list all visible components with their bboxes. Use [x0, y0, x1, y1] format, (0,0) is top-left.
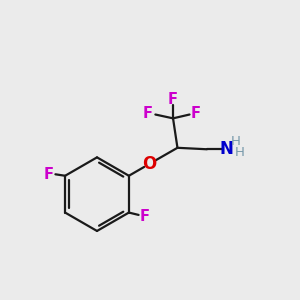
Text: F: F — [140, 209, 150, 224]
Text: N: N — [220, 140, 234, 158]
Text: H: H — [235, 146, 245, 159]
Text: F: F — [44, 167, 54, 182]
Text: F: F — [143, 106, 153, 121]
Text: O: O — [142, 155, 157, 173]
Text: H: H — [231, 134, 241, 148]
Text: F: F — [168, 92, 178, 107]
Text: F: F — [191, 106, 201, 121]
